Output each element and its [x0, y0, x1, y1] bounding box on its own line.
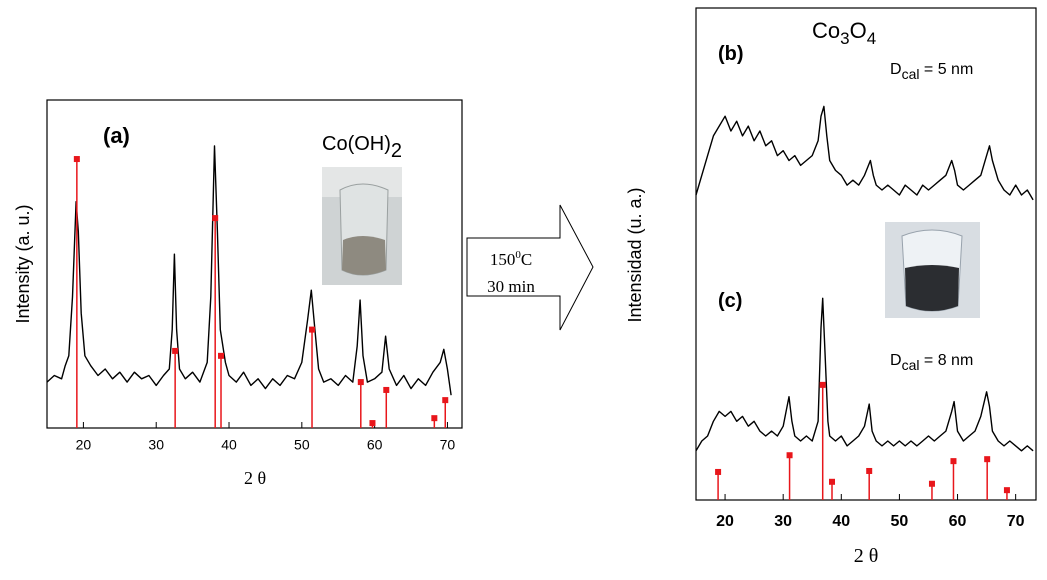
temp-unit: C	[521, 250, 532, 269]
process-arrow	[466, 204, 594, 331]
arrow-label: 30 min	[487, 277, 535, 296]
formula-main: Co	[812, 18, 840, 43]
size-sub: cal	[902, 357, 920, 373]
reference-marker	[172, 347, 179, 354]
x-tick-label: 40	[832, 513, 850, 530]
x-tick-label: 40	[221, 437, 237, 453]
temp-sup: 0	[515, 249, 521, 261]
reference-marker	[829, 478, 835, 485]
x-tick-label: 20	[716, 513, 734, 530]
x-axis-label: 2 θ	[854, 545, 879, 567]
reference-marker	[984, 456, 991, 463]
reference-marker	[357, 379, 364, 386]
reference-marker	[819, 381, 826, 388]
size-main: D	[890, 61, 902, 78]
size-main: = 8 nm	[919, 352, 973, 369]
panel-label: (a)	[103, 123, 130, 148]
xrd-trace	[46, 145, 452, 396]
size-main: D	[890, 352, 902, 369]
plot-frame	[695, 7, 1037, 501]
reference-marker	[786, 452, 793, 459]
x-tick-label: 30	[774, 513, 792, 530]
x-axis-label: 2 θ	[244, 468, 266, 488]
reference-marker	[218, 352, 225, 359]
formula-sub: 3	[840, 29, 849, 48]
x-tick-label: 60	[367, 437, 383, 453]
reference-marker	[1003, 487, 1010, 494]
crystal-size: Dcal = 5 nm	[890, 61, 973, 82]
reference-marker	[866, 467, 873, 474]
formula-main: O	[850, 18, 867, 43]
reference-marker	[715, 468, 722, 475]
y-axis-label: Intensidad (u. a.)	[625, 187, 645, 322]
formula-sub: 2	[391, 140, 402, 162]
formula: Co3O4	[812, 18, 876, 48]
panel-label: (c)	[718, 290, 742, 312]
reference-marker	[928, 480, 935, 487]
arrow-label: 1500C	[490, 249, 532, 269]
photo-coh2	[322, 167, 402, 285]
x-tick-label: 20	[76, 437, 92, 453]
reference-marker	[309, 326, 316, 333]
size-sub: cal	[902, 66, 920, 82]
panel-label: (b)	[718, 43, 744, 65]
reference-marker	[383, 386, 390, 393]
xrd-trace	[695, 105, 1034, 201]
formula-sub: 4	[867, 29, 876, 48]
x-tick-label: 70	[1007, 513, 1025, 530]
formula-main: Co(OH)	[322, 133, 391, 155]
reference-marker	[950, 458, 957, 465]
reference-marker	[212, 215, 219, 222]
reference-marker	[369, 420, 376, 427]
crystal-size: Dcal = 8 nm	[890, 352, 973, 373]
reference-marker	[431, 415, 438, 422]
reference-marker	[442, 397, 449, 404]
x-tick-label: 60	[949, 513, 967, 530]
photo-co3o4	[885, 222, 980, 318]
x-tick-label: 50	[891, 513, 909, 530]
plot-frame	[46, 99, 463, 429]
xrd-trace	[695, 297, 1034, 452]
x-tick-label: 70	[440, 437, 456, 453]
temp: 150	[490, 250, 516, 269]
reference-marker	[73, 156, 80, 163]
x-tick-label: 30	[148, 437, 164, 453]
x-tick-label: 50	[294, 437, 310, 453]
formula: Co(OH)2	[322, 133, 402, 162]
y-axis-label: Intensity (a. u.)	[13, 204, 33, 323]
size-main: = 5 nm	[919, 61, 973, 78]
